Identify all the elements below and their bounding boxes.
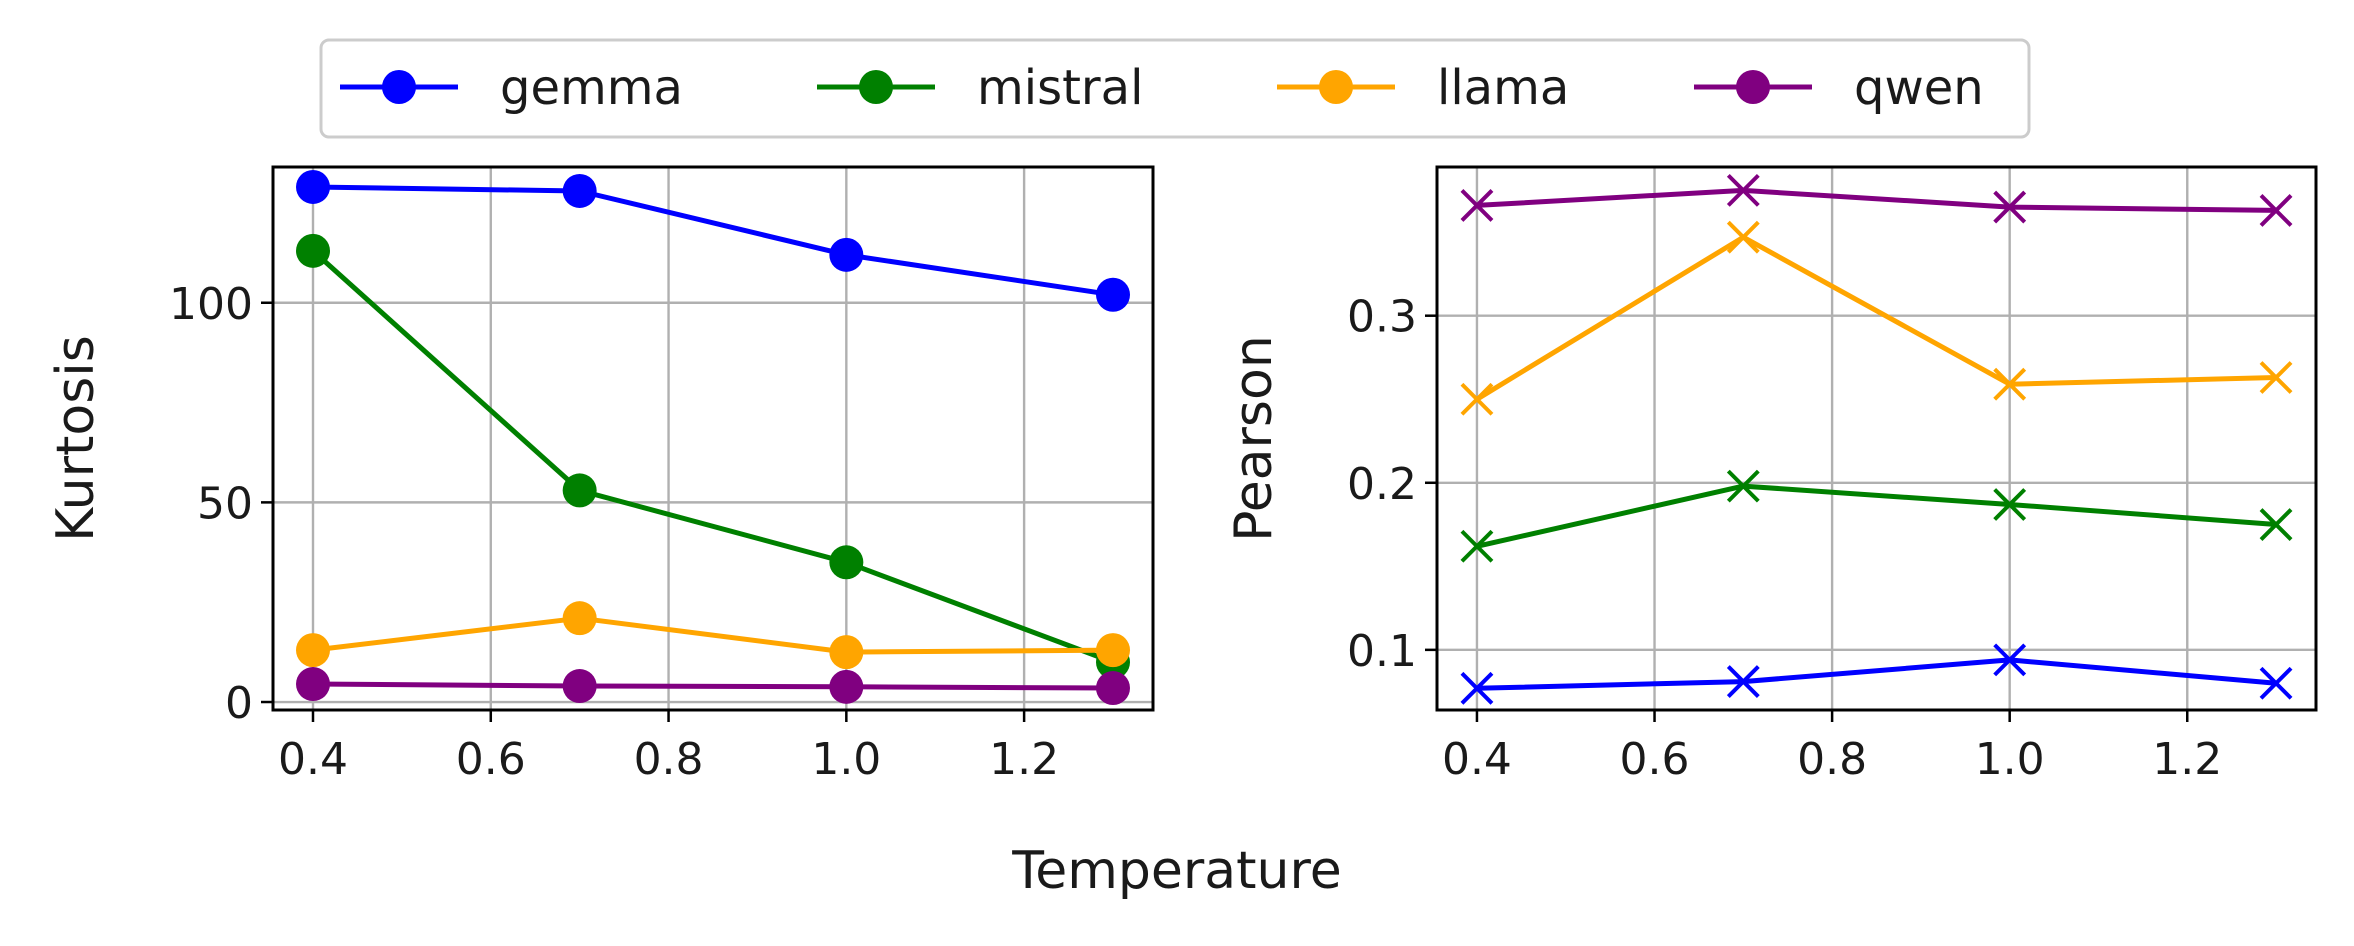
legend-entry-mistral: mistral <box>817 60 1143 116</box>
series-line-mistral <box>1476 483 2277 549</box>
legend-marker <box>1319 70 1353 104</box>
y-tick-label: 0.1 <box>1347 626 1417 677</box>
legend-entry-llama: llama <box>1277 60 1569 116</box>
legend-label: qwen <box>1854 60 1984 116</box>
y-tick-label: 0 <box>225 678 253 729</box>
axes-frame <box>271 165 1155 712</box>
y-axis-label: Pearson <box>1224 335 1284 542</box>
data-point-mistral <box>829 545 864 580</box>
y-tick-label: 0.3 <box>1347 292 1417 343</box>
data-point-qwen <box>1726 173 1760 207</box>
x-tick-label: 0.8 <box>634 734 704 785</box>
y-axis-label: Kurtosis <box>46 335 106 542</box>
data-point-gemma <box>829 237 864 272</box>
data-point-mistral <box>1993 488 2027 521</box>
data-point-mistral <box>2259 508 2293 541</box>
series-line-qwen <box>1476 187 2277 213</box>
legend-label: mistral <box>977 60 1143 116</box>
x-tick-label: 0.6 <box>456 734 526 785</box>
data-point-llama <box>829 635 864 670</box>
series-gemma <box>296 169 1130 312</box>
x-tick-label: 1.0 <box>1975 734 2045 785</box>
data-point-llama <box>1993 367 2027 401</box>
data-point-gemma <box>562 173 597 208</box>
series-line-llama <box>312 615 1114 655</box>
series-mistral <box>1460 469 2293 563</box>
x-tick-label: 1.2 <box>989 734 1059 785</box>
data-point-gemma <box>2259 666 2293 700</box>
data-point-llama <box>1096 633 1130 668</box>
shared-x-axis-label: Temperature <box>1011 841 1341 901</box>
data-point-llama <box>1460 382 1494 416</box>
y-tick-label: 100 <box>169 279 253 330</box>
series-qwen <box>1460 173 2293 227</box>
series-gemma <box>1460 643 2293 705</box>
data-point-qwen <box>1460 189 1494 222</box>
legend-marker <box>382 70 416 104</box>
legend-entry-qwen: qwen <box>1694 60 1984 116</box>
y-tick-label: 0.2 <box>1347 459 1417 510</box>
series-line-gemma <box>312 184 1114 298</box>
legend-label: gemma <box>500 60 683 116</box>
data-point-mistral <box>562 473 597 508</box>
series-line-llama <box>1475 234 2277 402</box>
legend-marker <box>1736 70 1770 104</box>
series-llama <box>1460 220 2293 416</box>
grid <box>1437 167 2316 710</box>
legend: gemma mistral llama qwen <box>319 38 2031 139</box>
data-point-mistral <box>1726 469 1760 503</box>
y-tick-label: 50 <box>197 478 253 529</box>
data-point-gemma <box>296 169 330 204</box>
x-tick-label: 0.4 <box>278 734 348 785</box>
x-tick-label: 1.2 <box>2152 734 2222 785</box>
data-point-llama <box>562 601 597 636</box>
data-point-qwen <box>562 669 597 704</box>
data-point-gemma <box>1460 671 1494 705</box>
data-point-gemma <box>1993 643 2027 677</box>
series-qwen <box>296 667 1130 706</box>
x-tick-label: 0.6 <box>1620 734 1690 785</box>
series-line-mistral <box>311 248 1114 665</box>
data-point-mistral <box>1460 529 1494 563</box>
x-tick-label: 0.8 <box>1797 734 1867 785</box>
x-tick-label: 0.4 <box>1442 734 1512 785</box>
legend-frame <box>319 38 2031 139</box>
data-point-qwen <box>1993 190 2027 224</box>
data-point-gemma <box>1096 277 1130 312</box>
legend-marker <box>859 70 893 104</box>
axes-frame <box>1435 165 2318 712</box>
series-llama <box>296 601 1130 670</box>
data-point-qwen <box>296 667 330 702</box>
data-point-llama <box>2259 361 2293 394</box>
x-tick-label: 1.0 <box>811 734 881 785</box>
series-line-qwen <box>312 681 1114 691</box>
legend-label: llama <box>1437 60 1569 116</box>
kurtosis-panel: 0.4 0.6 0.8 1.0 1.2 0 50 100 Kurtosis <box>46 165 1155 785</box>
series-line-gemma <box>1476 657 2277 691</box>
data-point-qwen <box>829 669 864 704</box>
legend-entry-gemma: gemma <box>340 60 683 116</box>
data-point-llama <box>296 633 330 668</box>
data-point-llama <box>1726 220 1760 254</box>
data-point-mistral <box>296 233 330 268</box>
data-point-qwen <box>2259 194 2293 227</box>
data-point-qwen <box>1096 671 1130 706</box>
pearson-panel: 0.4 0.6 0.8 1.0 1.2 0.1 0.2 0.3 Pearson <box>1224 165 2318 785</box>
data-point-gemma <box>1726 665 1760 699</box>
series-mistral <box>296 233 1130 680</box>
